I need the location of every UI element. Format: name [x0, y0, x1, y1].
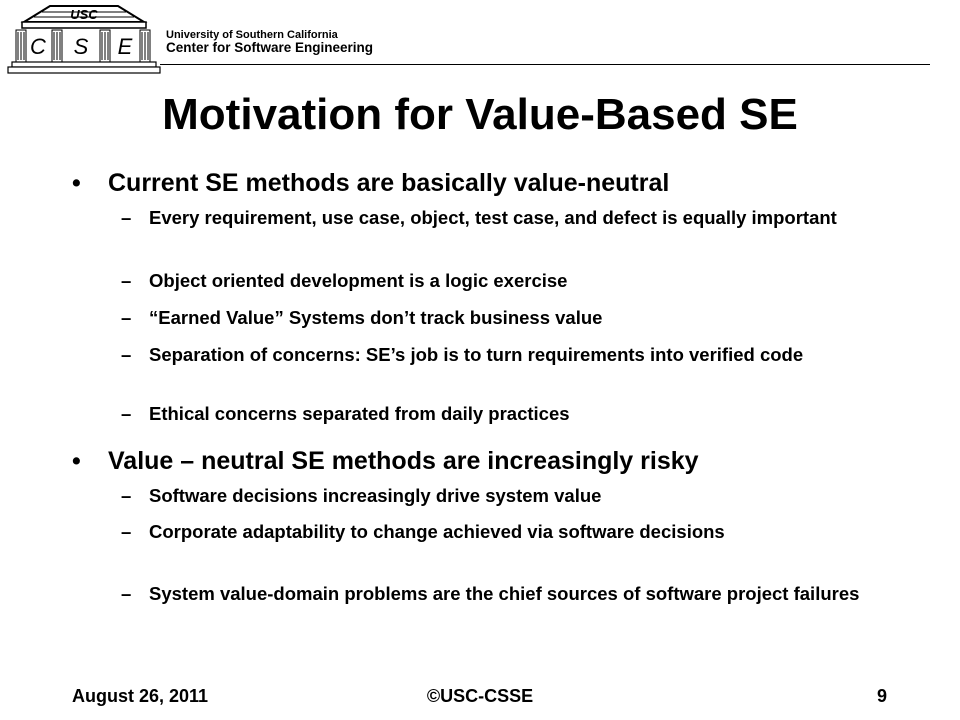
- dash-icon: –: [121, 344, 132, 365]
- dash-icon: –: [121, 207, 132, 228]
- sub-bullet-text: System value-domain problems are the chi…: [149, 583, 860, 604]
- sub-bullet-text: Separation of concerns: SE’s job is to t…: [149, 344, 804, 365]
- sub-bullet-text: Every requirement, use case, object, tes…: [149, 207, 837, 228]
- header-affiliation: University of Southern California Center…: [166, 29, 373, 56]
- sub-bullet-text: Object oriented development is a logic e…: [149, 270, 568, 291]
- university-name: University of Southern California: [166, 29, 338, 41]
- logo-letter-e: E: [118, 34, 133, 59]
- dash-icon: –: [121, 583, 132, 604]
- logo-letter-s: S: [74, 34, 89, 59]
- footer-date: August 26, 2011: [72, 686, 209, 706]
- dash-icon: –: [121, 307, 132, 328]
- header-divider: [160, 64, 930, 65]
- page-number: 9: [876, 686, 887, 706]
- logo-letter-c: C: [30, 34, 46, 59]
- sub-bullet-text: Software decisions increasingly drive sy…: [149, 485, 602, 506]
- usc-cse-logo: USC C S E: [7, 5, 161, 74]
- dash-icon: –: [121, 270, 132, 291]
- bullet-icon: •: [72, 169, 81, 197]
- dash-icon: –: [121, 403, 132, 424]
- bullet-text: Value – neutral SE methods are increasin…: [108, 447, 699, 475]
- sub-bullet-text: Ethical concerns separated from daily pr…: [149, 403, 570, 424]
- sub-bullet-text: “Earned Value” Systems don’t track busin…: [149, 307, 603, 328]
- bullet-icon: •: [72, 447, 81, 475]
- logo-usc-text: USC: [70, 7, 98, 22]
- slide-title: Motivation for Value-Based SE: [162, 90, 798, 139]
- sub-bullet-text: Corporate adaptability to change achieve…: [149, 521, 725, 542]
- dash-icon: –: [121, 521, 132, 542]
- bullet-text: Current SE methods are basically value-n…: [108, 169, 670, 197]
- footer-copyright: ©USC-CSSE: [426, 686, 534, 706]
- dash-icon: –: [121, 485, 132, 506]
- center-name: Center for Software Engineering: [166, 40, 374, 56]
